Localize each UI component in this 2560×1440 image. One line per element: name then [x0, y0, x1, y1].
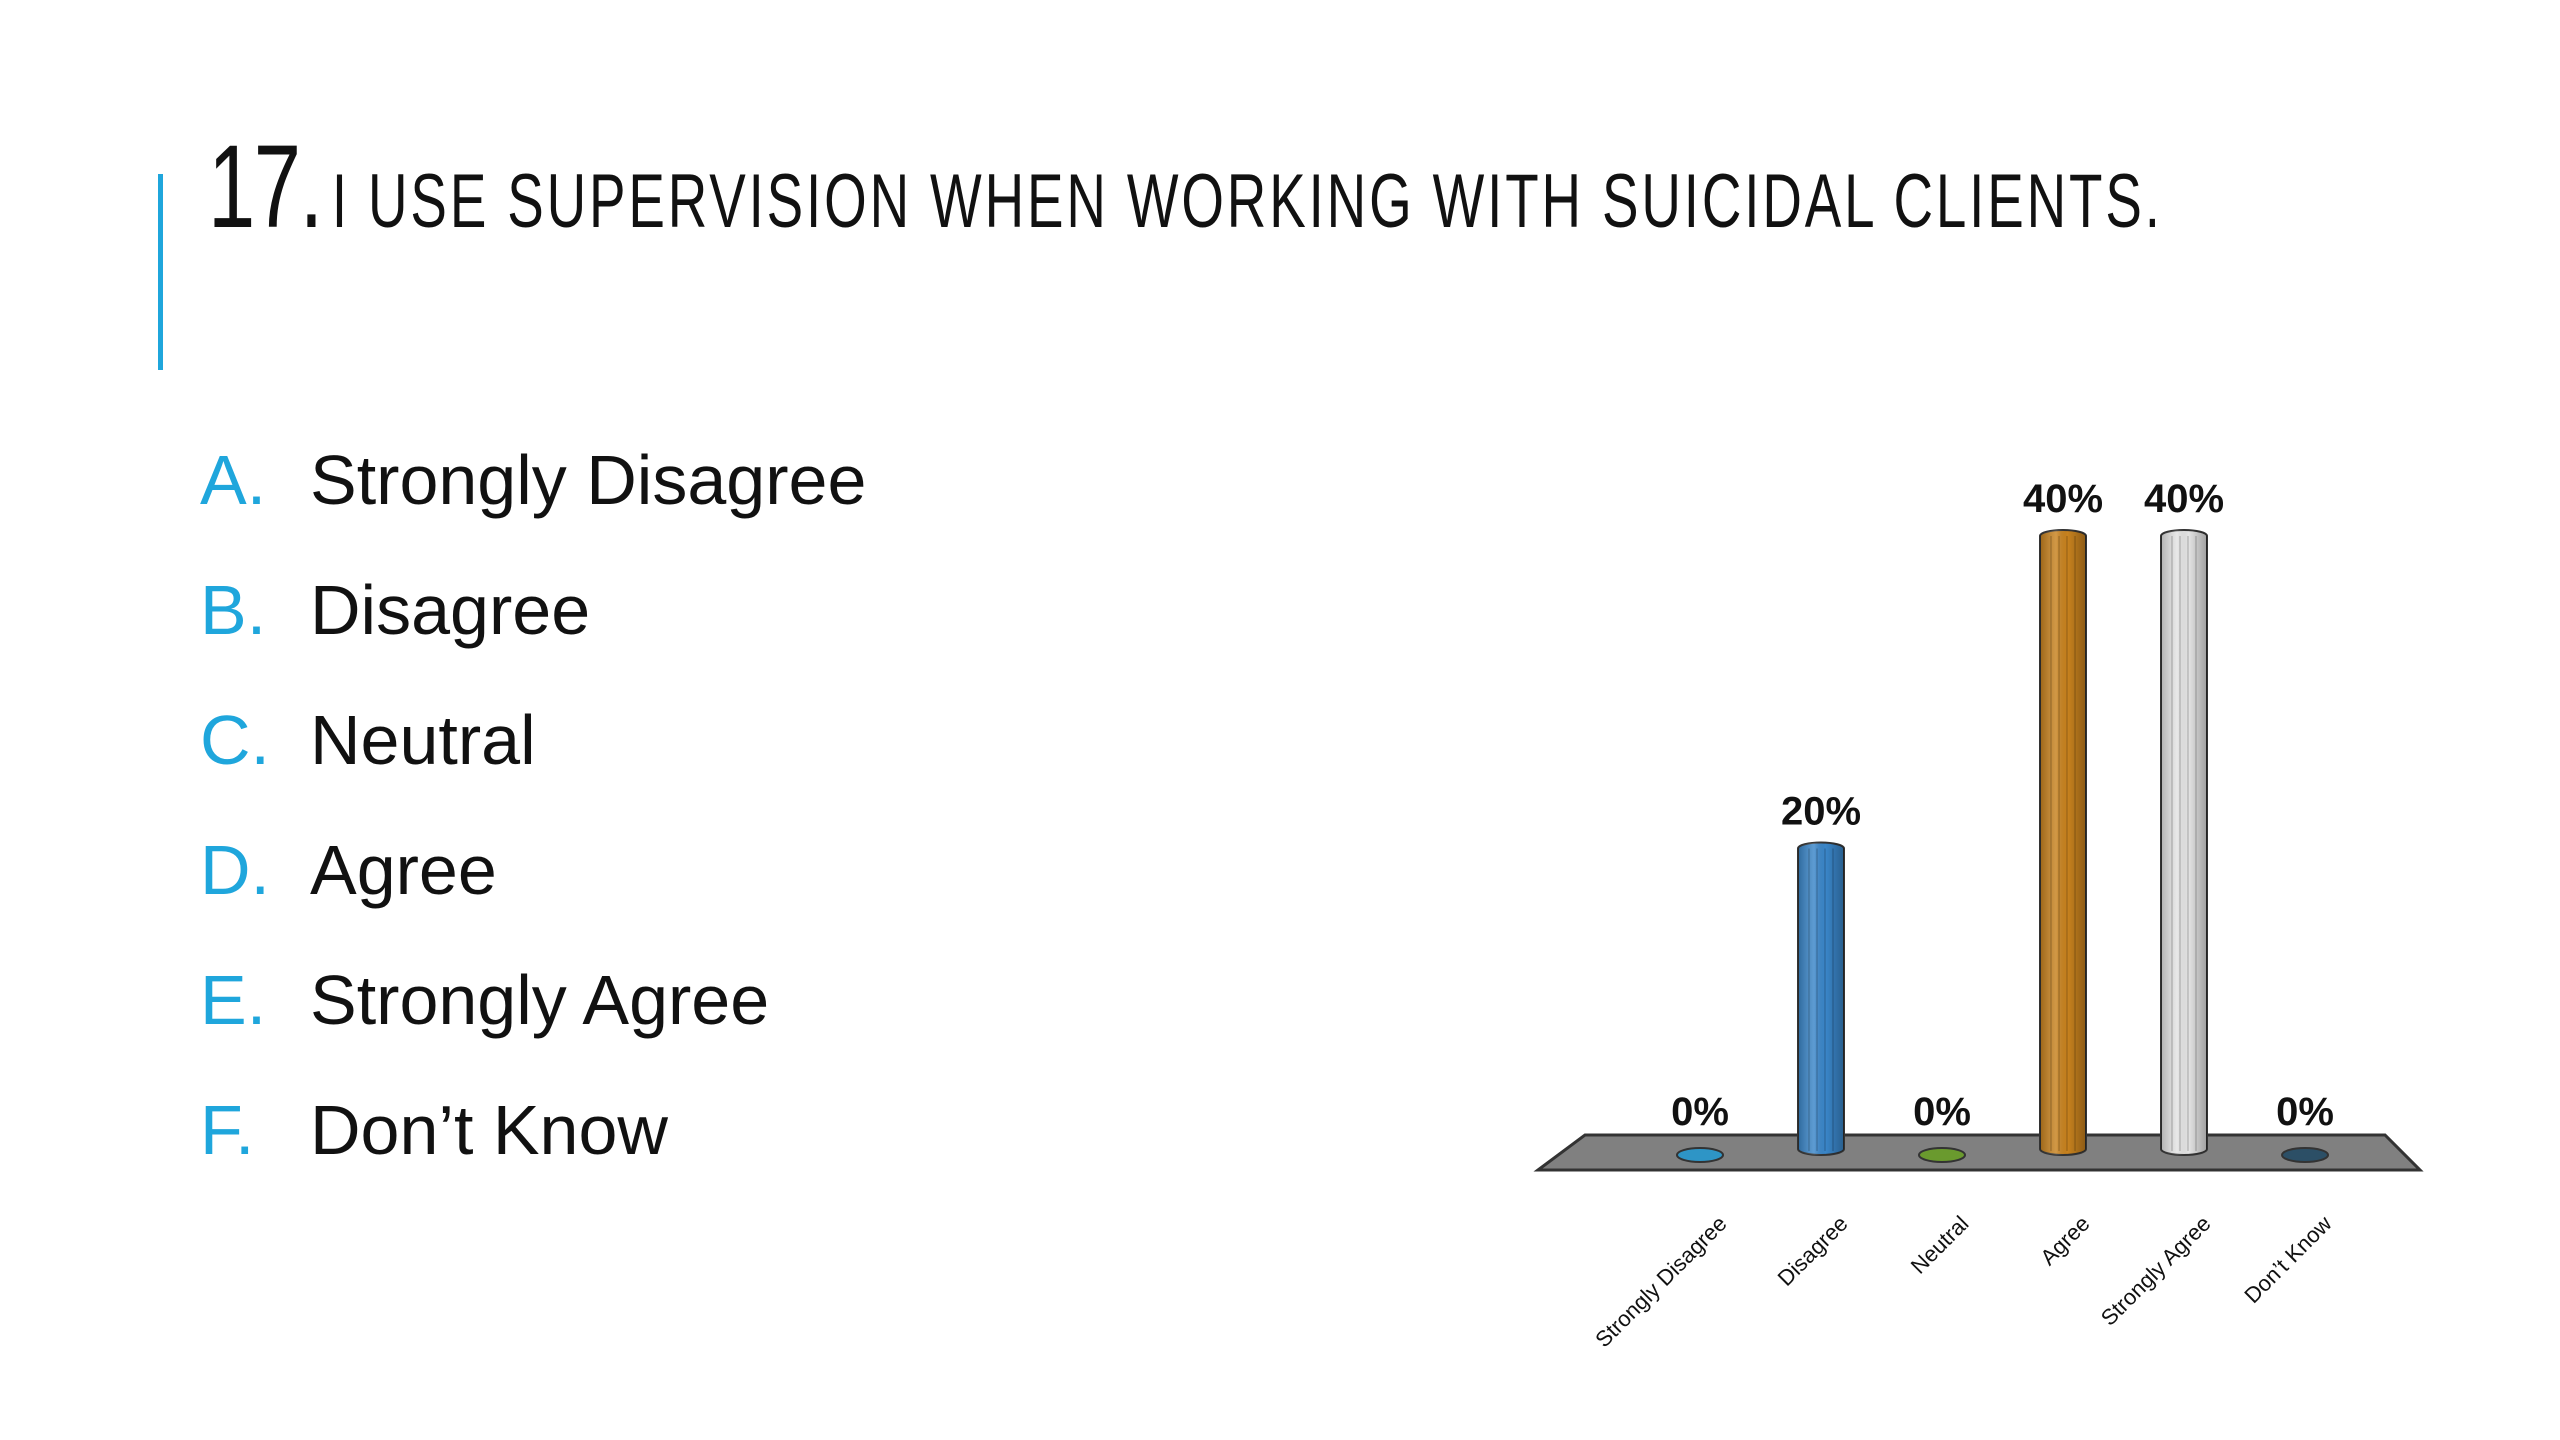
slide-title: 17. I USE SUPERVISION WHEN WORKING WITH S… — [208, 128, 2163, 246]
bars-layer — [1676, 529, 2329, 1163]
question-number: 17. — [208, 121, 323, 253]
value-label-neutral: 0% — [1913, 1090, 1971, 1134]
option-letter: E. — [200, 961, 267, 1039]
value-label-strongly-disagree: 0% — [1671, 1090, 1729, 1134]
bar-neutral — [1918, 1147, 1966, 1163]
answer-option-c: C. Neutral — [200, 700, 866, 830]
value-label-don-t-know: 0% — [2276, 1090, 2334, 1134]
category-label-disagree: Disagree — [1773, 1211, 1853, 1291]
value-label-strongly-agree: 40% — [2144, 477, 2224, 521]
option-text: Neutral — [310, 701, 536, 779]
bar-disagree — [1797, 841, 1845, 1156]
answer-option-d: D. Agree — [200, 830, 866, 960]
category-label-don-t-know: Don’t Know — [2239, 1211, 2336, 1308]
answer-option-f: F. Don’t Know — [200, 1090, 866, 1220]
question-text: I USE SUPERVISION WHEN WORKING WITH SUIC… — [331, 159, 2163, 244]
value-label-agree: 40% — [2023, 477, 2103, 521]
option-letter: A. — [200, 441, 267, 519]
category-label-agree: Agree — [2035, 1211, 2094, 1270]
value-label-disagree: 20% — [1781, 790, 1861, 834]
answer-options-list: A. Strongly Disagree B. Disagree C. Neut… — [200, 440, 866, 1220]
option-text: Agree — [310, 831, 497, 909]
category-label-strongly-disagree: Strongly Disagree — [1590, 1211, 1731, 1352]
option-text: Don’t Know — [310, 1091, 668, 1169]
category-label-strongly-agree: Strongly Agree — [2096, 1211, 2216, 1331]
answer-option-b: B. Disagree — [200, 570, 866, 700]
value-labels-layer: 0% 20% 0% 40% 40% 0% — [1671, 477, 2334, 1134]
option-letter: F. — [200, 1091, 255, 1169]
option-letter: B. — [200, 571, 267, 649]
category-label-neutral: Neutral — [1906, 1211, 1974, 1279]
answer-option-e: E. Strongly Agree — [200, 960, 866, 1090]
response-bar-chart: 0% 20% 0% 40% 40% 0% Strongly Disagree Disagre… — [1533, 477, 2424, 1352]
option-text: Disagree — [310, 571, 591, 649]
option-letter: D. — [200, 831, 270, 909]
option-text: Strongly Disagree — [310, 441, 867, 519]
bar-strongly-disagree — [1676, 1147, 1724, 1163]
bar-don-t-know — [2281, 1147, 2329, 1163]
bar-agree — [2039, 529, 2087, 1156]
category-labels-layer: Strongly Disagree Disagree Neutral Agree Str… — [1590, 1211, 2336, 1352]
option-letter: C. — [200, 701, 270, 779]
option-text: Strongly Agree — [310, 961, 770, 1039]
accent-line — [158, 174, 163, 370]
answer-option-a: A. Strongly Disagree — [200, 440, 866, 570]
bar-strongly-agree — [2160, 529, 2208, 1156]
